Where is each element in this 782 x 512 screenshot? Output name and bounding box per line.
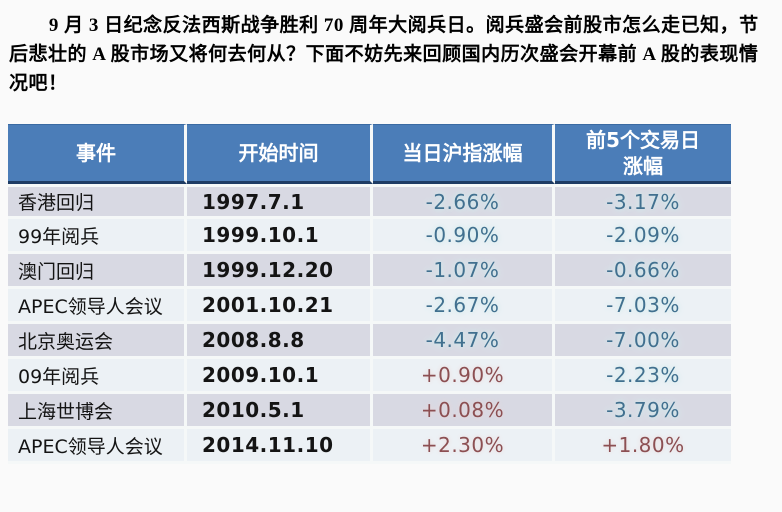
start-date-cell: 1999.12.20 [187, 254, 373, 289]
pre5-change-cell: -2.09% [555, 219, 731, 254]
start-date-cell: 1999.10.1 [187, 219, 373, 254]
event-cell: APEC领导人会议 [8, 429, 187, 464]
pre5-change-cell: -7.03% [555, 289, 731, 324]
day-change-cell: -0.90% [373, 219, 555, 254]
day-change-cell: -1.07% [373, 254, 555, 289]
day-change-cell: -2.66% [373, 184, 555, 219]
day-change-cell: +2.30% [373, 429, 555, 464]
day-change-cell: +0.90% [373, 359, 555, 394]
day-change-cell: -4.47% [373, 324, 555, 359]
start-date-cell: 2009.10.1 [187, 359, 373, 394]
event-cell: 99年阅兵 [8, 219, 187, 254]
events-table: 事件 开始时间 当日沪指涨幅 前5个交易日 涨幅 香港回归 1997.7.1 -2.… [8, 124, 731, 464]
pre5-change-cell: -2.23% [555, 359, 731, 394]
pre5-change-cell: +1.80% [555, 429, 731, 464]
column-header-day-change: 当日沪指涨幅 [373, 124, 555, 184]
table-row: 澳门回归 1999.12.20 -1.07% -0.66% [8, 254, 731, 289]
event-cell: 09年阅兵 [8, 359, 187, 394]
start-date-cell: 2008.8.8 [187, 324, 373, 359]
table-row: 北京奥运会 2008.8.8 -4.47% -7.00% [8, 324, 731, 359]
start-date-cell: 2014.11.10 [187, 429, 373, 464]
table-body: 香港回归 1997.7.1 -2.66% -3.17% 99年阅兵 1999.10.1 -0… [8, 184, 731, 464]
pre5-change-cell: -3.17% [555, 184, 731, 219]
pre5-change-cell: -3.79% [555, 394, 731, 429]
event-cell: 上海世博会 [8, 394, 187, 429]
table-row: APEC领导人会议 2014.11.10 +2.30% +1.80% [8, 429, 731, 464]
table-row: 09年阅兵 2009.10.1 +0.90% -2.23% [8, 359, 731, 394]
table-row: 香港回归 1997.7.1 -2.66% -3.17% [8, 184, 731, 219]
start-date-cell: 1997.7.1 [187, 184, 373, 219]
table-row: 上海世博会 2010.5.1 +0.08% -3.79% [8, 394, 731, 429]
day-change-cell: +0.08% [373, 394, 555, 429]
event-cell: 香港回归 [8, 184, 187, 219]
table-row: APEC领导人会议 2001.10.21 -2.67% -7.03% [8, 289, 731, 324]
article-paragraph: 9 月 3 日纪念反法西斯战争胜利 70 周年大阅兵日。阅兵盛会前股市怎么走已知… [9, 15, 759, 94]
event-cell: APEC领导人会议 [8, 289, 187, 324]
day-change-cell: -2.67% [373, 289, 555, 324]
table-header-row: 事件 开始时间 当日沪指涨幅 前5个交易日 涨幅 [8, 124, 731, 184]
event-cell: 北京奥运会 [8, 324, 187, 359]
column-header-start-date: 开始时间 [187, 124, 373, 184]
column-header-pre5-change: 前5个交易日 涨幅 [555, 124, 731, 184]
pre5-change-cell: -7.00% [555, 324, 731, 359]
start-date-cell: 2001.10.21 [187, 289, 373, 324]
start-date-cell: 2010.5.1 [187, 394, 373, 429]
pre5-change-cell: -0.66% [555, 254, 731, 289]
column-header-event: 事件 [8, 124, 187, 184]
table-row: 99年阅兵 1999.10.1 -0.90% -2.09% [8, 219, 731, 254]
event-cell: 澳门回归 [8, 254, 187, 289]
